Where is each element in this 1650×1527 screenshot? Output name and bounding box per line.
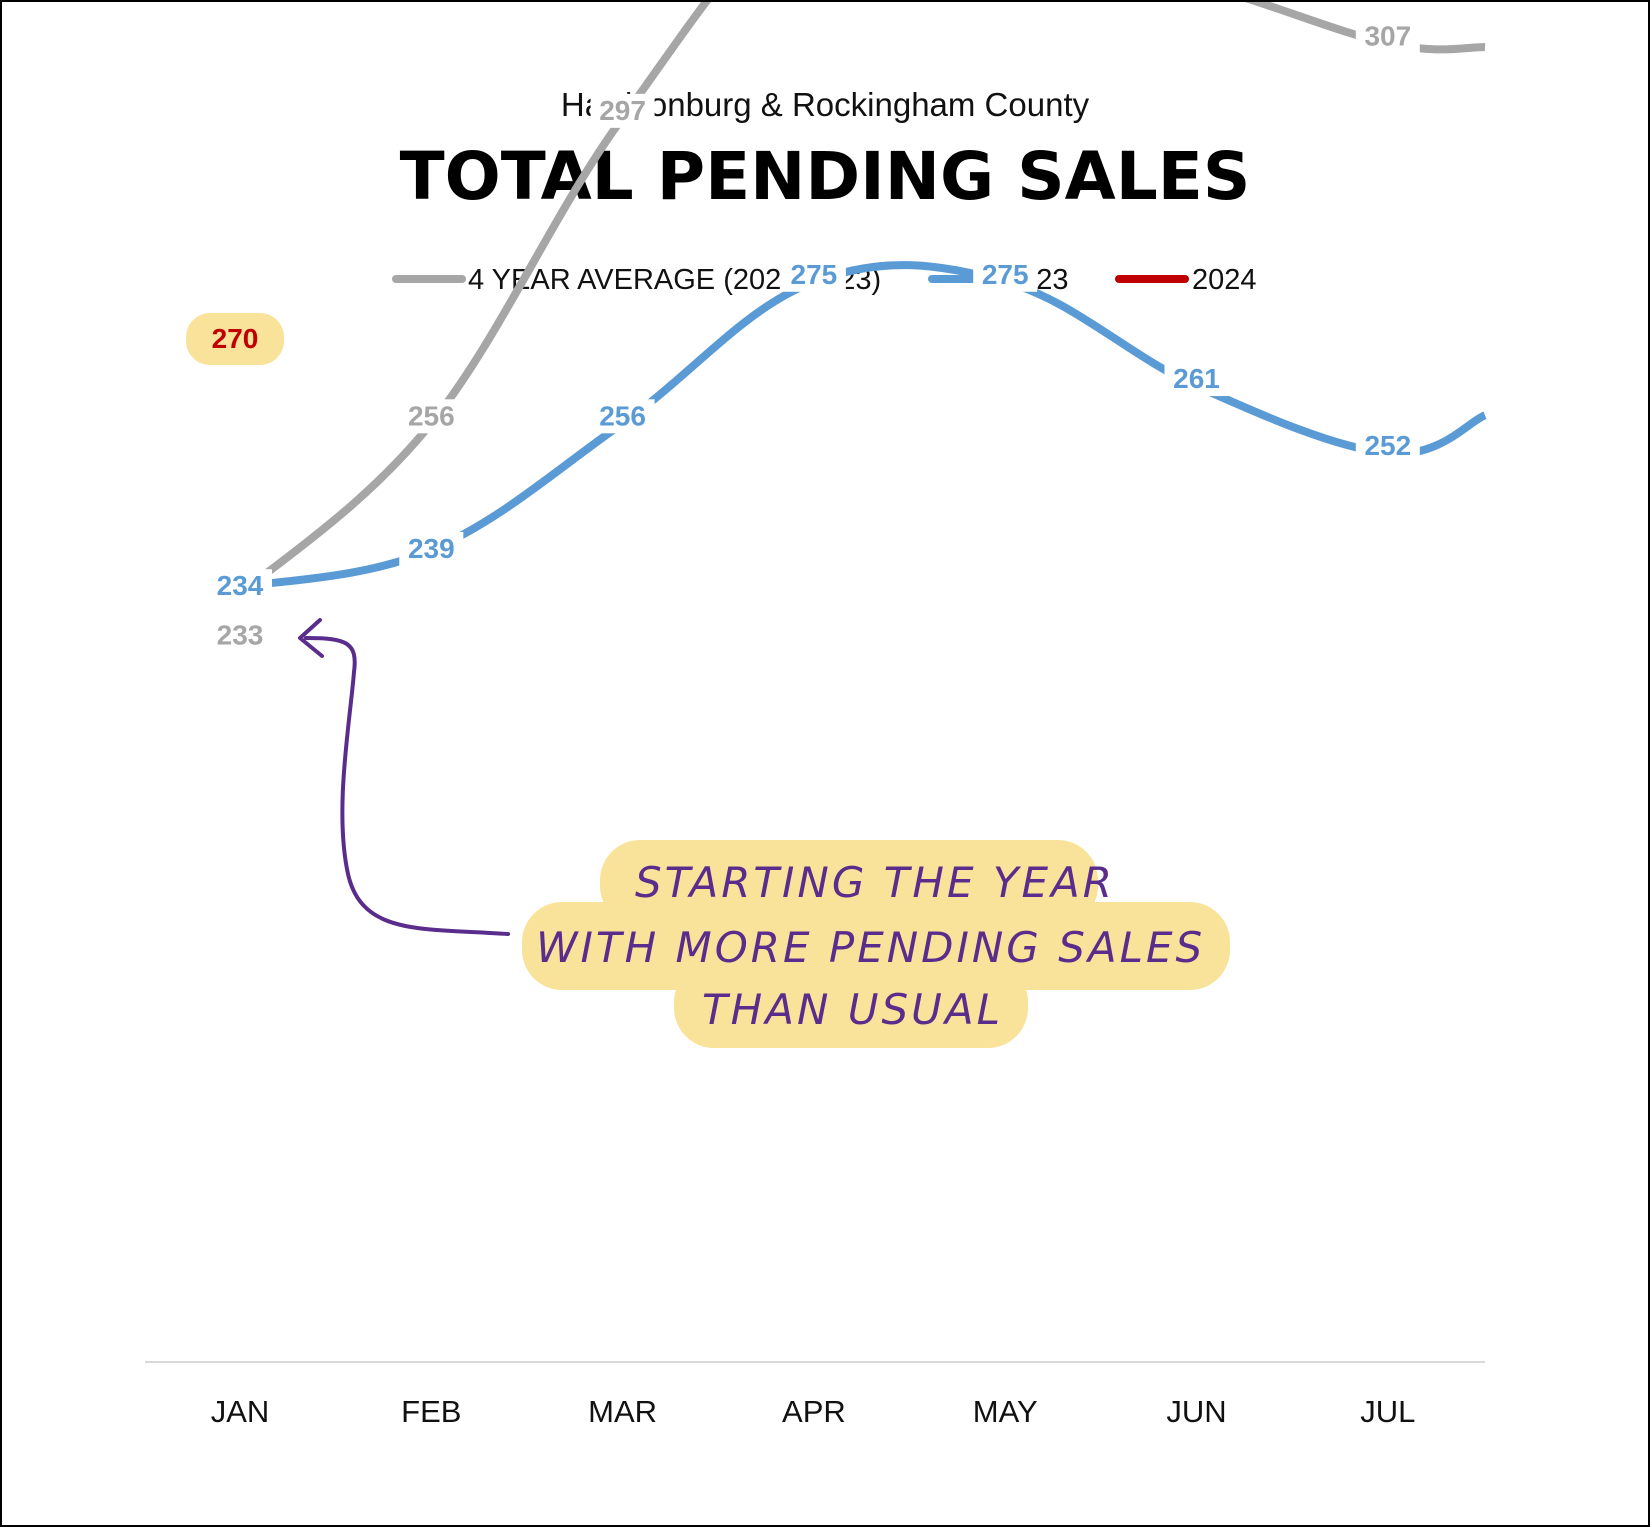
chart-title: TOTAL PENDING SALES [400, 138, 1251, 215]
label-bg [399, 399, 464, 434]
label-bg [1355, 19, 1420, 54]
legend-label-2: 2024 [1192, 264, 1257, 296]
label-bg [1355, 429, 1420, 464]
label-bg [1164, 362, 1229, 397]
note-arrow-head [298, 618, 324, 658]
x-axis-ticks: JAN FEB MAR APR MAY JUN JUL [211, 1394, 1416, 1429]
annotation: STARTING THE YEAR WITH MORE PENDING SALES… [298, 618, 1230, 1048]
label-bg [781, 257, 846, 292]
x-tick-mar: MAR [588, 1394, 657, 1429]
data-label-1-jul: 252 [1364, 430, 1411, 461]
data-label-0-jul: 307 [1364, 20, 1411, 51]
x-tick-apr: APR [782, 1394, 846, 1429]
x-tick-jan: JAN [211, 1394, 270, 1429]
label-bg [208, 618, 272, 653]
x-tick-feb: FEB [401, 1394, 461, 1429]
data-label-0-jan: 233 [217, 620, 264, 651]
label-bg [590, 399, 655, 434]
note-line-1: STARTING THE YEAR [635, 858, 1115, 907]
data-label-0-feb: 256 [408, 400, 455, 431]
data-label-0-mar: 297 [599, 95, 646, 126]
x-tick-jun: JUN [1166, 1394, 1226, 1429]
x-tick-jul: JUL [1360, 1394, 1415, 1429]
note-highlight-3 [674, 962, 1028, 1048]
data-labels: 2332562973263203153072342392562752752612… [186, 19, 1420, 653]
data-label-1-apr: 275 [791, 259, 838, 290]
label-bg [208, 569, 272, 604]
data-label-1-may: 275 [982, 259, 1029, 290]
note-arrow-shaft [304, 636, 510, 936]
note-line-3: THAN USUAL [702, 985, 1003, 1034]
data-label-1-jun: 261 [1173, 363, 1220, 394]
label-bg [590, 93, 655, 128]
data-label-1-feb: 239 [408, 533, 455, 564]
data-label-2024-bg [186, 313, 284, 365]
data-label-1-jan: 234 [217, 570, 264, 601]
data-label-1-mar: 256 [599, 400, 646, 431]
x-tick-may: MAY [973, 1394, 1038, 1429]
label-bg [399, 531, 464, 566]
data-label-2-jan: 270 [212, 323, 259, 354]
label-bg [973, 257, 1038, 292]
note-line-2: WITH MORE PENDING SALES [536, 923, 1205, 972]
